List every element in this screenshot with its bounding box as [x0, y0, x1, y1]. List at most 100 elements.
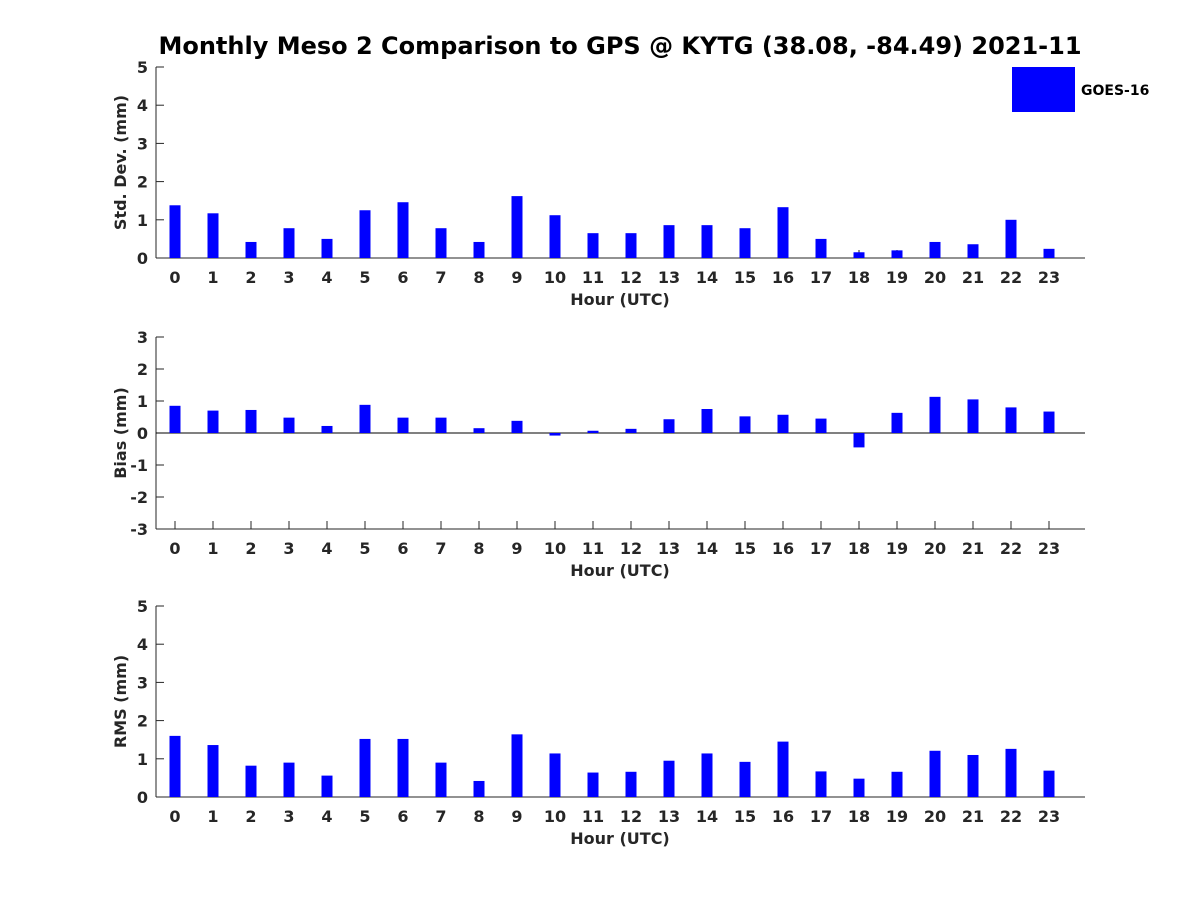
bar-16	[777, 741, 789, 797]
bar-16	[777, 207, 789, 258]
y-tick-label: 4	[137, 96, 148, 115]
bar-15	[739, 416, 751, 433]
bar-2	[245, 409, 257, 433]
x-tick-label: 17	[810, 807, 832, 826]
y-tick-label: 4	[137, 635, 148, 654]
x-tick-label: 6	[397, 268, 408, 287]
bar-18	[853, 252, 865, 258]
bar-8	[473, 428, 485, 433]
x-tick-label: 9	[511, 539, 522, 558]
x-tick-label: 17	[810, 539, 832, 558]
x-tick-label: 15	[734, 807, 756, 826]
bar-5	[359, 738, 371, 797]
bar-13	[663, 225, 675, 258]
bar-13	[663, 760, 675, 797]
x-tick-label: 20	[924, 268, 946, 287]
bar-4	[321, 775, 333, 797]
x-axis-label: Hour (UTC)	[570, 829, 670, 848]
x-tick-label: 4	[321, 539, 332, 558]
bar-1	[207, 213, 219, 258]
x-axis-label: Hour (UTC)	[570, 290, 670, 309]
bar-20	[929, 750, 941, 797]
x-tick-label: 21	[962, 268, 984, 287]
x-tick-label: 8	[473, 807, 484, 826]
x-tick-label: 22	[1000, 539, 1022, 558]
bar-1	[207, 745, 219, 797]
bar-1	[207, 410, 219, 433]
bar-0	[169, 205, 181, 258]
y-axis-label: Std. Dev. (mm)	[111, 95, 130, 230]
bar-17	[815, 771, 827, 797]
bar-5	[359, 210, 371, 258]
bar-0	[169, 735, 181, 797]
bar-2	[245, 765, 257, 797]
x-tick-label: 7	[435, 539, 446, 558]
bar-7	[435, 762, 447, 797]
y-tick-label: 1	[137, 211, 148, 230]
x-tick-label: 23	[1038, 539, 1060, 558]
y-tick-label: 0	[137, 424, 148, 443]
y-tick-label: 1	[137, 750, 148, 769]
x-tick-label: 12	[620, 539, 642, 558]
x-tick-label: 3	[283, 268, 294, 287]
bar-23	[1043, 248, 1055, 258]
x-tick-label: 1	[207, 807, 218, 826]
x-tick-label: 11	[582, 807, 604, 826]
x-tick-label: 4	[321, 268, 332, 287]
x-tick-label: 14	[696, 268, 718, 287]
bar-7	[435, 228, 447, 258]
x-tick-label: 16	[772, 807, 794, 826]
bar-11	[587, 233, 599, 258]
x-tick-label: 23	[1038, 807, 1060, 826]
bar-12	[625, 428, 637, 433]
x-tick-label: 6	[397, 539, 408, 558]
x-tick-label: 3	[283, 539, 294, 558]
bar-9	[511, 420, 523, 433]
bar-15	[739, 761, 751, 797]
bar-12	[625, 771, 637, 797]
bar-23	[1043, 411, 1055, 433]
x-tick-label: 22	[1000, 268, 1022, 287]
y-tick-label: 5	[137, 597, 148, 616]
chart-title: Monthly Meso 2 Comparison to GPS @ KYTG …	[158, 32, 1081, 60]
x-tick-label: 6	[397, 807, 408, 826]
bar-4	[321, 238, 333, 258]
bar-10	[549, 433, 561, 436]
x-tick-label: 16	[772, 539, 794, 558]
bar-11	[587, 430, 599, 433]
x-tick-label: 2	[245, 268, 256, 287]
bar-21	[967, 244, 979, 258]
bar-21	[967, 399, 979, 433]
y-tick-label: -1	[130, 456, 148, 475]
bar-0	[169, 405, 181, 433]
bar-10	[549, 215, 561, 258]
bar-18	[853, 433, 865, 448]
legend: GOES-16	[1012, 67, 1149, 112]
y-tick-label: 0	[137, 249, 148, 268]
x-tick-label: 7	[435, 268, 446, 287]
x-tick-label: 12	[620, 807, 642, 826]
bar-4	[321, 425, 333, 433]
bar-3	[283, 762, 295, 797]
y-tick-label: -3	[130, 520, 148, 539]
y-tick-label: 3	[137, 328, 148, 347]
bar-11	[587, 772, 599, 797]
x-tick-label: 8	[473, 268, 484, 287]
x-tick-label: 14	[696, 807, 718, 826]
x-tick-label: 13	[658, 807, 680, 826]
bar-3	[283, 417, 295, 433]
bar-6	[397, 417, 409, 433]
x-tick-label: 15	[734, 539, 756, 558]
y-axis-label: Bias (mm)	[111, 387, 130, 479]
bar-8	[473, 780, 485, 797]
x-tick-label: 18	[848, 807, 870, 826]
bar-10	[549, 753, 561, 797]
y-tick-label: 5	[137, 58, 148, 77]
x-tick-label: 8	[473, 539, 484, 558]
bar-13	[663, 419, 675, 433]
bar-2	[245, 241, 257, 258]
bar-5	[359, 404, 371, 433]
